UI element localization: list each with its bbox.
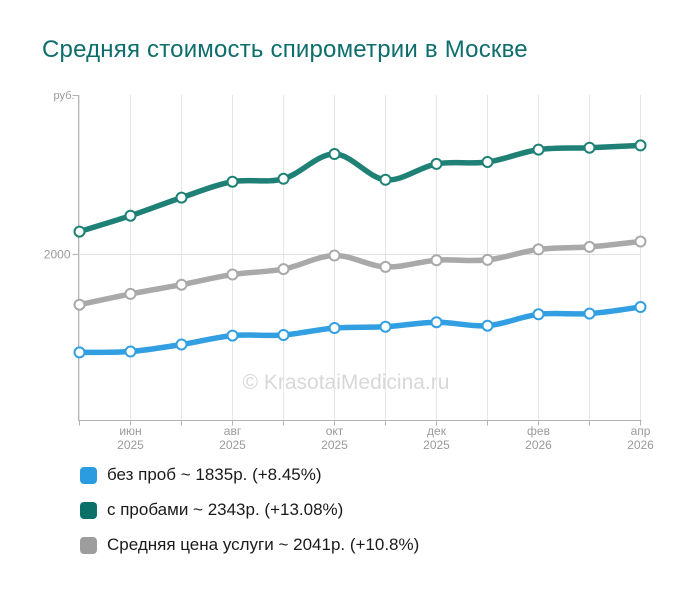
data-point-marker[interactable] xyxy=(226,175,239,188)
legend: без проб ~ 1835р. (+8.45%) с пробами ~ 2… xyxy=(80,465,420,571)
data-point-marker[interactable] xyxy=(73,225,86,238)
data-point-marker[interactable] xyxy=(328,148,341,160)
legend-item: с пробами ~ 2343р. (+13.08%) xyxy=(80,500,419,519)
data-point-marker[interactable] xyxy=(277,172,290,185)
data-point-marker[interactable] xyxy=(532,308,545,321)
axes xyxy=(72,95,642,426)
legend-item: без проб ~ 1835р. (+8.45%) xyxy=(80,465,419,484)
data-point-marker[interactable] xyxy=(481,253,494,266)
legend-item: Средняя цена услуги ~ 2041р. (+10.8%) xyxy=(80,535,420,554)
data-point-marker[interactable] xyxy=(175,191,188,204)
legend-swatch-icon xyxy=(80,466,97,484)
data-point-marker[interactable] xyxy=(277,329,290,341)
y-axis-unit-label: руб. xyxy=(54,90,75,102)
data-point-marker[interactable] xyxy=(175,278,188,291)
data-point-marker[interactable] xyxy=(634,139,647,152)
data-point-marker[interactable] xyxy=(532,243,545,256)
data-point-marker[interactable] xyxy=(430,254,443,267)
series-line xyxy=(76,238,644,308)
data-point-marker[interactable] xyxy=(583,141,596,154)
data-point-marker[interactable] xyxy=(379,320,392,333)
x-tick-label: авг 2025 xyxy=(219,424,246,452)
x-tick-label: окт 2025 xyxy=(321,424,348,452)
series-с-пробами xyxy=(73,139,647,238)
chart-title: Средняя стоимость спирометрии в Москве xyxy=(42,36,528,63)
data-point-marker[interactable] xyxy=(583,240,596,253)
series-line xyxy=(76,142,644,235)
legend-label: без проб ~ 1835р. (+8.45%) xyxy=(107,465,322,484)
series-средняя-цена-услуги xyxy=(73,235,647,311)
data-point-marker[interactable] xyxy=(73,346,86,359)
x-tick-label: июн 2025 xyxy=(117,424,144,452)
data-point-marker[interactable] xyxy=(634,301,647,313)
x-tick-label: апр 2026 xyxy=(627,424,654,452)
data-point-marker[interactable] xyxy=(124,209,137,222)
series-line xyxy=(76,304,644,356)
data-point-marker[interactable] xyxy=(532,143,545,156)
data-point-marker[interactable] xyxy=(328,249,341,262)
chart-area: © KrasotaiMedicina.ru руб. 2000 июн 2025 авг… xyxy=(44,90,654,452)
data-point-marker[interactable] xyxy=(328,322,341,334)
legend-swatch-icon xyxy=(80,536,97,554)
data-point-marker[interactable] xyxy=(277,263,290,276)
data-point-marker[interactable] xyxy=(481,156,494,168)
data-point-marker[interactable] xyxy=(124,345,137,358)
series-без-проб xyxy=(73,301,647,359)
data-point-marker[interactable] xyxy=(379,173,392,186)
data-point-marker[interactable] xyxy=(634,235,647,248)
data-point-marker[interactable] xyxy=(226,329,239,342)
data-point-marker[interactable] xyxy=(175,338,188,351)
data-point-marker[interactable] xyxy=(226,268,239,281)
data-point-marker[interactable] xyxy=(124,287,137,300)
data-point-marker[interactable] xyxy=(481,319,494,332)
legend-label: с пробами ~ 2343р. (+13.08%) xyxy=(107,500,344,519)
data-point-marker[interactable] xyxy=(583,307,596,320)
data-point-marker[interactable] xyxy=(379,260,392,273)
data-point-marker[interactable] xyxy=(430,316,443,329)
legend-label: Средняя цена услуги ~ 2041р. (+10.8%) xyxy=(107,535,420,554)
y-tick-label: 2000 xyxy=(44,248,71,262)
x-tick-label: дек 2025 xyxy=(423,424,450,452)
line-chart: руб. 2000 июн 2025 авг 2025 окт 2025 дек 2025 фев 2… xyxy=(44,90,654,452)
data-point-marker[interactable] xyxy=(430,157,443,170)
legend-swatch-icon xyxy=(80,501,97,519)
x-tick-label: фев 2026 xyxy=(525,424,552,452)
data-point-marker[interactable] xyxy=(73,298,86,311)
